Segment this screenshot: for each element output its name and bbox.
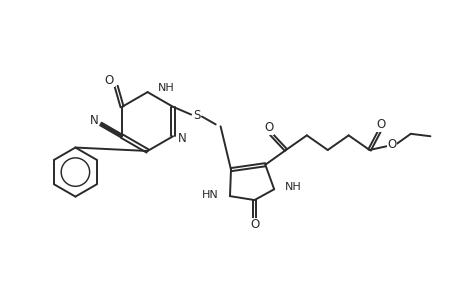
Text: S: S: [193, 109, 200, 122]
Text: N: N: [178, 132, 186, 145]
Text: N: N: [90, 114, 98, 127]
Text: O: O: [263, 121, 273, 134]
Text: O: O: [386, 138, 396, 151]
Text: NH: NH: [158, 83, 175, 93]
Text: O: O: [105, 74, 114, 87]
Text: O: O: [376, 118, 385, 131]
Text: NH: NH: [284, 182, 301, 192]
Text: HN: HN: [201, 190, 218, 200]
Text: O: O: [249, 218, 258, 231]
